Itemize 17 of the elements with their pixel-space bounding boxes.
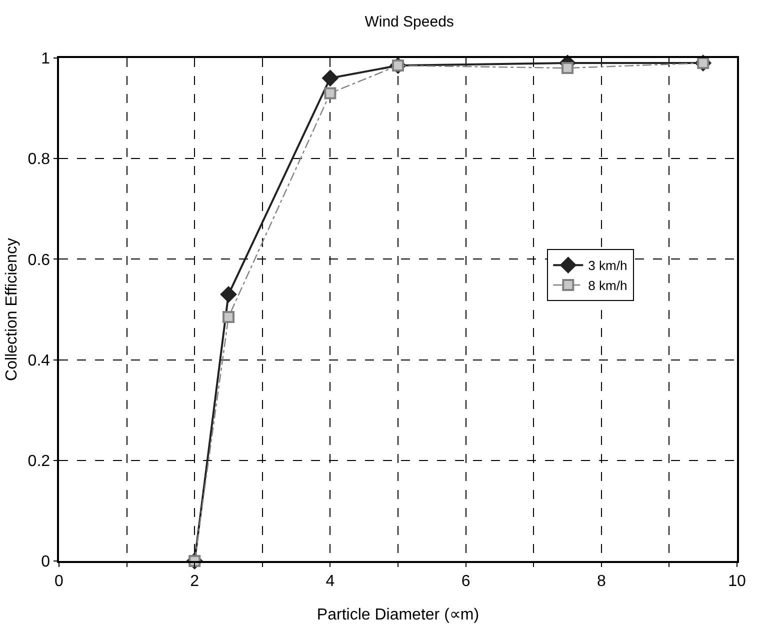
x-tick-label: 2 [190,572,200,590]
chart-title: Wind Speeds [364,13,454,30]
y-axis-title: Collection Efficiency [4,238,20,381]
y-tick-label: 0.8 [28,151,50,168]
legend-label: 8 km/h [588,278,628,294]
x-axis-title: Particle Diameter (∝m) [316,606,480,624]
x-tick-label: 4 [326,572,335,590]
y-tick-label: 0 [41,554,50,571]
y-tick-label: 0.4 [28,352,50,370]
y-tick-label: 1 [41,50,50,68]
x-tick-label: 6 [461,572,470,590]
y-tick-label: 0.6 [28,252,50,269]
legend-label: 3 km/h [588,258,628,274]
x-tick-label: 0 [54,572,64,590]
x-tick-label: 10 [728,572,746,590]
y-tick-label: 0.2 [28,453,50,470]
x-tick-label: 8 [596,572,606,590]
